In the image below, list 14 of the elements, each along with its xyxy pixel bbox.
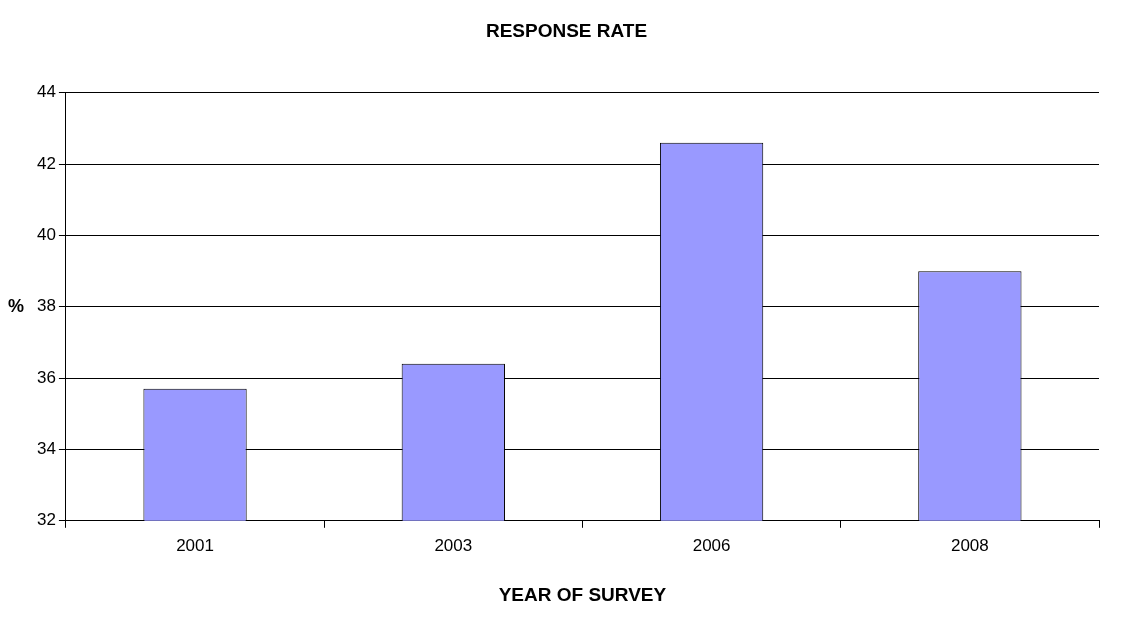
y-tick-label: 32 — [36, 510, 56, 530]
y-tick-label: 34 — [36, 439, 56, 459]
y-axis-title: % — [8, 295, 25, 316]
x-axis-title: YEAR OF SURVEY — [498, 583, 667, 605]
y-tick-label: 38 — [36, 296, 56, 316]
x-tick-label: 2003 — [434, 535, 473, 555]
x-tick-label: 2001 — [176, 535, 214, 555]
x-tick-label: 2008 — [950, 535, 989, 555]
y-tick-label: 44 — [36, 82, 56, 102]
chart-title: RESPONSE RATE — [485, 19, 648, 41]
y-tick-label: 40 — [36, 225, 56, 245]
y-tick-label: 42 — [36, 153, 56, 173]
x-tick-label: 2006 — [692, 535, 731, 555]
y-tick-label: 36 — [36, 367, 56, 387]
